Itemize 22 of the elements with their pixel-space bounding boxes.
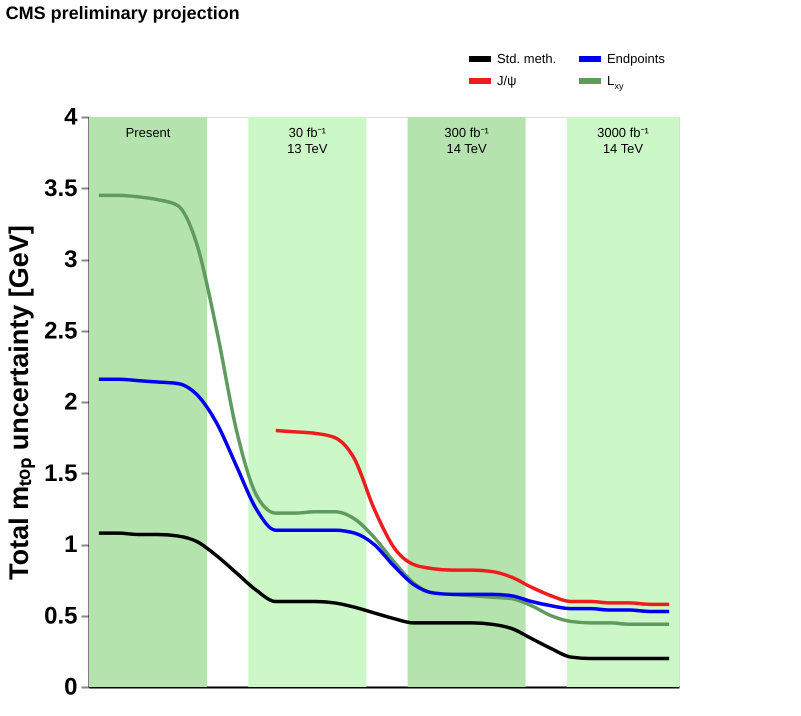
line-series — [97, 194, 671, 626]
y-tick-label: 3 — [64, 246, 78, 273]
legend-label: J/ψ — [497, 73, 516, 88]
y-tick-label: 1.5 — [44, 460, 78, 487]
legend-label: Endpoints — [607, 51, 666, 66]
line-series — [97, 531, 671, 660]
annotation: 3000 fb⁻¹ 14 TeV — [597, 125, 650, 156]
y-tick-label: 3.5 — [44, 174, 78, 202]
y-axis-title: Total mₜₒₚ uncertainty [GeV] — [4, 225, 36, 580]
y-tick-label: 1 — [64, 531, 78, 558]
y-tick-label: 4 — [64, 104, 78, 130]
annotation: 30 fb⁻¹ 13 TeV — [287, 125, 328, 156]
y-tick-label: 2 — [64, 388, 78, 416]
chart-title: CMS preliminary projection — [6, 3, 240, 23]
annotation: Present — [126, 125, 171, 140]
line-series — [97, 377, 671, 614]
y-tick-label: 0 — [64, 674, 78, 700]
y-tick-label: 2.5 — [44, 317, 78, 344]
y-tick-label: 0.5 — [44, 602, 78, 630]
legend-label: Std. meth. — [497, 51, 556, 66]
annotation: 300 fb⁻¹ 14 TeV — [444, 125, 490, 156]
line-series — [274, 428, 671, 606]
